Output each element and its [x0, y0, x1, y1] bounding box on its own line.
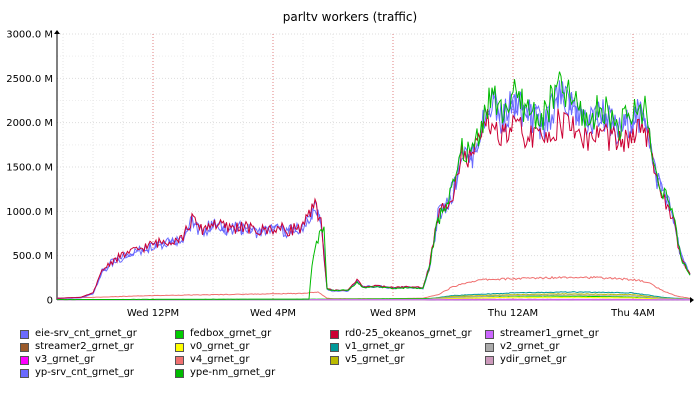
x-tick-label: Wed 12PM: [127, 308, 179, 319]
x-tick-label: Thu 4AM: [610, 308, 655, 319]
y-tick-label: 500.0 M: [13, 251, 53, 262]
y-tick-label: 2500.0 M: [6, 74, 53, 85]
x-tick-label: Wed 4PM: [250, 308, 296, 319]
y-tick-label: 0: [47, 296, 53, 307]
y-axis-arrow: [54, 30, 60, 34]
series-layer: [56, 71, 691, 301]
x-tick-label: Wed 8PM: [370, 308, 416, 319]
series-line-rd0-25_okeanos_grnet_gr: [56, 108, 691, 299]
y-tick-label: 1500.0 M: [6, 163, 53, 174]
x-tick-label: Thu 12AM: [487, 308, 538, 319]
x-axis-arrow: [690, 297, 694, 303]
series-line-ype-nm_grnet_gr: [57, 71, 691, 301]
plot-area: [57, 34, 690, 300]
grid: [57, 33, 690, 301]
chart-title: parltv workers (traffic): [283, 10, 417, 24]
y-tick-label: 3000.0 M: [6, 30, 53, 41]
y-tick-label: 2000.0 M: [6, 118, 53, 129]
y-tick-label: 1000.0 M: [6, 207, 53, 218]
